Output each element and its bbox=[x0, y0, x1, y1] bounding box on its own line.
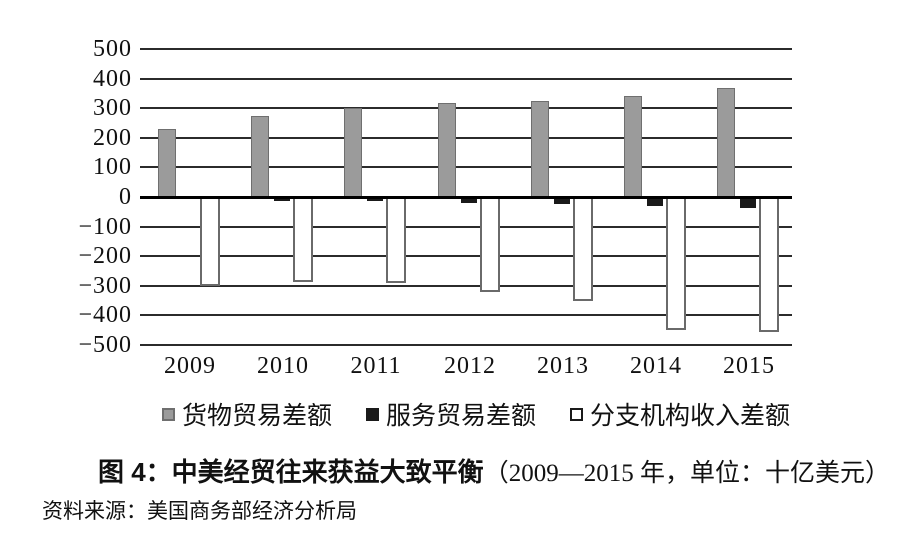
bar-gray-2010 bbox=[251, 116, 269, 197]
legend-label-goods: 货物贸易差额 bbox=[181, 403, 332, 430]
y-axis-tick-label: −200 bbox=[78, 243, 132, 269]
chart-legend: 货物贸易差额 服务贸易差额 分支机构收入差额 bbox=[140, 396, 812, 432]
y-axis-tick-label: −400 bbox=[78, 302, 132, 328]
gray-bar-swatch-icon bbox=[161, 407, 175, 421]
figure-caption-title: 图 4：中美经贸往来获益大致平衡 bbox=[98, 457, 484, 487]
bar-black-2011 bbox=[367, 197, 383, 201]
legend-label-services: 服务贸易差额 bbox=[385, 403, 536, 430]
bar-white-2009 bbox=[200, 197, 220, 286]
x-axis-year-label: 2011 bbox=[350, 353, 402, 379]
legend-item-affiliates: 分支机构收入差额 bbox=[570, 396, 790, 432]
bar-gray-2012 bbox=[438, 103, 456, 197]
legend-item-goods: 货物贸易差额 bbox=[161, 396, 332, 432]
y-axis-tick-label: 0 bbox=[119, 184, 132, 210]
bar-white-2010 bbox=[293, 197, 313, 282]
bar-black-2012 bbox=[461, 197, 477, 203]
black-bar-swatch-icon bbox=[365, 407, 379, 421]
gridline--200 bbox=[140, 255, 792, 257]
bar-gray-2014 bbox=[624, 96, 642, 197]
legend-item-services: 服务贸易差额 bbox=[365, 396, 536, 432]
x-axis-year-label: 2009 bbox=[164, 353, 216, 379]
bar-black-2014 bbox=[647, 197, 663, 206]
legend-label-affiliates: 分支机构收入差额 bbox=[590, 403, 791, 430]
gridline--400 bbox=[140, 314, 792, 316]
x-axis-year-label: 2012 bbox=[444, 353, 496, 379]
y-axis-tick-label: 500 bbox=[93, 36, 132, 62]
figure-caption-note: （2009—2015 年，单位：十亿美元） bbox=[483, 460, 890, 487]
y-axis-tick-label: 300 bbox=[93, 95, 132, 121]
y-axis-tick-label: 100 bbox=[93, 154, 132, 180]
bar-gray-2013 bbox=[531, 101, 549, 197]
y-axis-tick-label: 200 bbox=[93, 125, 132, 151]
bar-white-2013 bbox=[573, 197, 593, 301]
y-axis-tick-label: −300 bbox=[78, 273, 132, 299]
white-bar-swatch-icon bbox=[570, 407, 583, 421]
bar-black-2013 bbox=[554, 197, 570, 204]
figure-caption: 图 4：中美经贸往来获益大致平衡（2009—2015 年，单位：十亿美元） bbox=[98, 452, 890, 489]
bar-black-2010 bbox=[274, 197, 290, 201]
data-source-line: 资料来源：美国商务部经济分析局 bbox=[42, 499, 357, 523]
x-axis-year-label: 2015 bbox=[723, 353, 775, 379]
x-axis-year-label: 2014 bbox=[630, 353, 682, 379]
gridline--300 bbox=[140, 285, 792, 287]
bar-gray-2011 bbox=[344, 108, 362, 197]
gridline-300 bbox=[140, 107, 792, 109]
y-axis-tick-label: 400 bbox=[93, 66, 132, 92]
bar-white-2011 bbox=[386, 197, 406, 283]
bar-gray-2015 bbox=[717, 88, 735, 197]
x-axis-year-label: 2013 bbox=[537, 353, 589, 379]
x-axis-year-label: 2010 bbox=[257, 353, 309, 379]
x-axis-zero-line bbox=[140, 196, 792, 199]
bar-white-2014 bbox=[666, 197, 686, 330]
gridline-200 bbox=[140, 137, 792, 139]
gridline--500 bbox=[140, 344, 792, 346]
bar-white-2012 bbox=[480, 197, 500, 292]
gridline-100 bbox=[140, 166, 792, 168]
gridline-500 bbox=[140, 48, 792, 50]
bar-gray-2009 bbox=[158, 129, 176, 197]
gridline-400 bbox=[140, 78, 792, 80]
y-axis-tick-label: −500 bbox=[78, 332, 132, 358]
y-axis-tick-label: −100 bbox=[78, 214, 132, 240]
bar-white-2015 bbox=[759, 197, 779, 332]
bar-black-2015 bbox=[740, 197, 756, 208]
gridline--100 bbox=[140, 226, 792, 228]
